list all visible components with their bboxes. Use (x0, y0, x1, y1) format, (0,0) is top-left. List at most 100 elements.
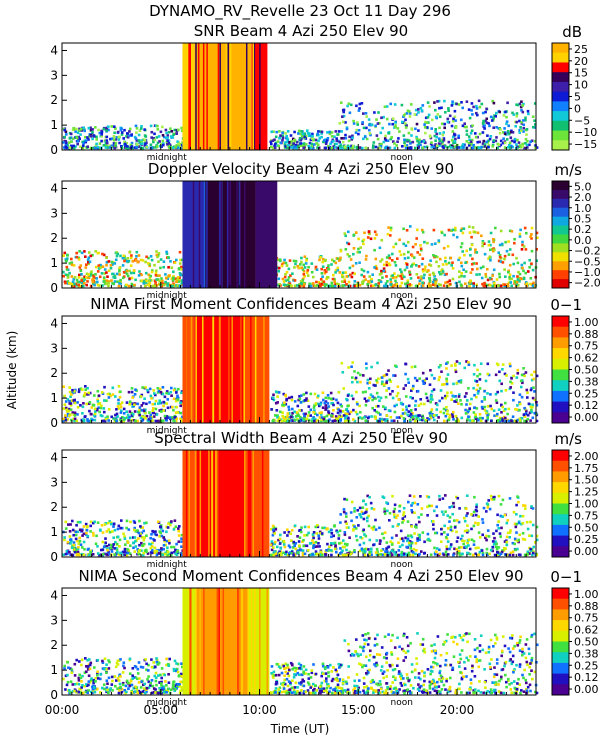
echo-pixel (103, 399, 106, 402)
echo-pixel (495, 414, 499, 417)
echo-pixel (137, 274, 141, 277)
echo-pixel (108, 392, 111, 396)
echo-pixel (313, 419, 316, 423)
figure-title: DYNAMO_RV_Revelle 23 Oct 11 Day 296 (149, 2, 451, 21)
echo-pixel (481, 521, 485, 524)
echo-pixel (129, 143, 133, 147)
echo-pixel (150, 146, 153, 150)
echo-pixel (302, 273, 306, 276)
echo-pixel (507, 281, 511, 284)
echo-pixel (166, 282, 169, 285)
echo-pixel (345, 283, 348, 286)
echo-pixel (329, 543, 333, 547)
echo-pixel (174, 419, 178, 423)
echo-pixel (469, 140, 473, 143)
echo-pixel (331, 415, 335, 418)
echo-pixel (71, 283, 75, 286)
echo-pixel (532, 386, 535, 389)
echo-pixel (324, 258, 327, 262)
clutter-streak (246, 450, 248, 557)
echo-pixel (516, 368, 520, 372)
echo-pixel (395, 284, 398, 287)
colorbar-label: 10 (574, 79, 588, 92)
echo-pixel (296, 145, 300, 148)
echo-pixel (314, 265, 318, 269)
echo-pixel (512, 398, 515, 402)
echo-pixel (69, 408, 73, 411)
echo-pixel (78, 137, 81, 140)
echo-pixel (402, 252, 406, 256)
echo-pixel (497, 494, 501, 498)
echo-pixel (320, 130, 324, 134)
echo-pixel (438, 139, 441, 142)
echo-pixel (394, 553, 397, 556)
echo-pixel (174, 525, 178, 528)
colorbar-swatch (552, 72, 569, 83)
y-tick-label: 4 (50, 43, 58, 57)
echo-pixel (525, 284, 529, 288)
echo-pixel (390, 283, 394, 286)
echo-pixel (322, 398, 325, 402)
echo-pixel (167, 139, 171, 142)
echo-pixel (290, 529, 294, 532)
echo-pixel (305, 257, 309, 261)
echo-pixel (133, 528, 136, 532)
echo-pixel (158, 274, 161, 277)
echo-pixel (387, 254, 391, 257)
echo-pixel (323, 526, 327, 530)
echo-pixel (166, 134, 170, 137)
echo-pixel (516, 261, 520, 265)
echo-pixel (451, 529, 454, 533)
echo-pixel (164, 273, 167, 276)
echo-pixel (509, 281, 513, 284)
echo-pixel (410, 525, 413, 528)
colorbar-swatch (552, 181, 569, 191)
echo-pixel (511, 145, 515, 149)
echo-pixel (432, 388, 436, 391)
echo-pixel (474, 521, 477, 525)
echo-pixel (149, 543, 153, 546)
echo-pixel (530, 226, 534, 230)
echo-pixel (148, 264, 151, 268)
echo-pixel (491, 284, 494, 288)
echo-pixel (138, 413, 141, 417)
echo-pixel (331, 419, 334, 423)
clutter-streak (229, 181, 232, 288)
echo-pixel (511, 550, 515, 553)
echo-pixel (410, 263, 414, 267)
echo-pixel (375, 539, 379, 542)
echo-pixel (281, 131, 284, 135)
echo-pixel (65, 408, 69, 411)
echo-pixel (404, 372, 407, 376)
echo-pixel (291, 137, 295, 141)
echo-pixel (454, 226, 457, 230)
echo-pixel (508, 553, 512, 557)
echo-pixel (512, 391, 515, 394)
echo-pixel (427, 495, 431, 499)
echo-pixel (87, 138, 90, 141)
echo-pixel (68, 390, 72, 394)
echo-pixel (281, 403, 284, 407)
echo-pixel (298, 395, 301, 398)
echo-pixel (376, 122, 380, 125)
echo-pixel (404, 536, 407, 540)
echo-pixel (318, 416, 322, 419)
echo-pixel (327, 411, 331, 415)
echo-pixel (453, 526, 457, 529)
echo-pixel (432, 414, 436, 417)
echo-pixel (338, 415, 341, 418)
echo-pixel (510, 382, 514, 385)
echo-pixel (470, 262, 474, 266)
echo-pixel (101, 284, 104, 287)
echo-pixel (156, 141, 160, 145)
echo-pixel (87, 419, 90, 423)
echo-pixel (400, 272, 404, 275)
echo-pixel (341, 115, 344, 118)
clutter-streak (195, 316, 197, 423)
echo-pixel (528, 411, 532, 415)
echo-pixel (440, 138, 444, 141)
echo-pixel (424, 268, 427, 272)
echo-pixel (529, 405, 533, 409)
echo-pixel (355, 538, 359, 542)
echo-pixel (417, 108, 420, 111)
